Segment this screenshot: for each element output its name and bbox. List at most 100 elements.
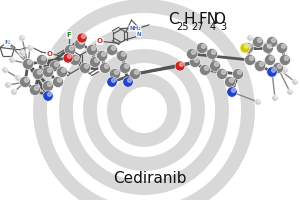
Circle shape (284, 56, 289, 60)
Circle shape (253, 36, 263, 47)
Circle shape (5, 68, 7, 70)
Circle shape (29, 84, 40, 96)
Text: N: N (99, 65, 105, 71)
Circle shape (278, 64, 282, 68)
Circle shape (277, 43, 287, 53)
Circle shape (80, 62, 91, 73)
Circle shape (175, 61, 185, 71)
Circle shape (22, 51, 24, 53)
Circle shape (290, 90, 292, 92)
Circle shape (5, 40, 11, 46)
Circle shape (292, 79, 298, 85)
Circle shape (128, 78, 131, 82)
Circle shape (230, 78, 234, 82)
Circle shape (32, 68, 44, 79)
Text: 4: 4 (209, 22, 215, 32)
Text: 25: 25 (176, 22, 189, 32)
Circle shape (212, 50, 216, 54)
Circle shape (281, 44, 286, 48)
Circle shape (47, 68, 52, 72)
Circle shape (85, 64, 88, 68)
Circle shape (221, 70, 226, 74)
Circle shape (244, 45, 248, 48)
Circle shape (64, 45, 76, 55)
Circle shape (269, 56, 274, 60)
Circle shape (260, 62, 264, 66)
Circle shape (61, 68, 66, 72)
Circle shape (80, 40, 84, 44)
Circle shape (82, 34, 85, 38)
Circle shape (124, 64, 129, 68)
Text: FN: FN (199, 12, 219, 27)
Text: Cediranib: Cediranib (113, 171, 187, 186)
Circle shape (19, 50, 25, 56)
Circle shape (104, 64, 109, 68)
Circle shape (74, 56, 79, 60)
Circle shape (20, 76, 31, 88)
Circle shape (55, 62, 59, 66)
Circle shape (115, 70, 119, 74)
Circle shape (250, 56, 254, 60)
Circle shape (25, 78, 28, 82)
Circle shape (112, 46, 116, 50)
Circle shape (200, 64, 211, 75)
Circle shape (5, 82, 11, 88)
Circle shape (74, 38, 86, 49)
Circle shape (280, 54, 290, 66)
Text: 27: 27 (191, 22, 204, 32)
Circle shape (244, 54, 256, 66)
Circle shape (63, 53, 73, 63)
Circle shape (238, 70, 242, 74)
Circle shape (38, 70, 42, 74)
Circle shape (2, 67, 8, 73)
Text: O: O (97, 38, 103, 44)
Circle shape (266, 36, 278, 47)
Circle shape (47, 92, 51, 96)
Circle shape (214, 62, 219, 66)
Text: N: N (137, 32, 141, 37)
Circle shape (8, 83, 10, 85)
Text: C: C (168, 12, 178, 27)
Text: N: N (5, 40, 10, 45)
Circle shape (268, 44, 272, 48)
Text: N: N (88, 46, 94, 52)
Circle shape (30, 46, 32, 48)
Circle shape (232, 88, 236, 92)
Circle shape (265, 43, 267, 45)
Circle shape (116, 50, 128, 62)
Circle shape (110, 68, 121, 79)
Text: NH₂: NH₂ (129, 26, 141, 31)
Circle shape (77, 33, 87, 43)
Circle shape (179, 62, 183, 66)
Circle shape (257, 38, 262, 42)
Circle shape (255, 99, 261, 105)
Circle shape (28, 60, 31, 64)
Circle shape (47, 82, 52, 86)
Circle shape (287, 89, 293, 95)
Circle shape (123, 77, 133, 87)
Circle shape (282, 67, 288, 73)
Circle shape (15, 75, 21, 81)
Circle shape (122, 52, 126, 56)
Text: 3: 3 (220, 22, 226, 32)
Text: F: F (67, 32, 71, 38)
Circle shape (70, 46, 74, 50)
Circle shape (50, 60, 61, 72)
Circle shape (209, 60, 220, 72)
Circle shape (34, 86, 39, 90)
Circle shape (267, 67, 277, 77)
Circle shape (190, 56, 200, 68)
Circle shape (250, 36, 252, 38)
Circle shape (119, 62, 130, 73)
Circle shape (94, 58, 99, 62)
Circle shape (205, 66, 208, 70)
Circle shape (272, 68, 275, 72)
Circle shape (130, 68, 140, 79)
Text: O: O (213, 12, 225, 27)
Circle shape (196, 43, 208, 53)
Circle shape (9, 57, 15, 63)
Circle shape (22, 58, 34, 70)
Text: O: O (47, 51, 53, 57)
Circle shape (247, 35, 253, 41)
Circle shape (52, 76, 64, 88)
